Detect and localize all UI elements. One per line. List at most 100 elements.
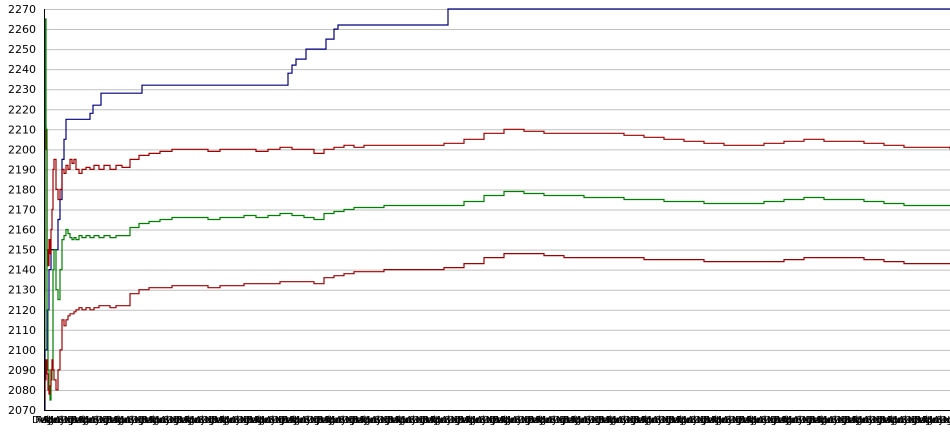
x-tick-label: Aug: [160, 415, 180, 426]
x-tick-label: Feb: [211, 415, 229, 426]
x-tick-label: Aug: [757, 415, 777, 426]
x-tick-label: Nov: [662, 415, 682, 426]
x-tick-label: Apr: [674, 415, 692, 426]
x-tick-label: Apr: [217, 415, 235, 426]
x-tick-label: Apr: [920, 415, 938, 426]
x-tick-label: Nov: [837, 415, 857, 426]
x-tick-label: Sep: [796, 415, 815, 426]
x-tick-label: Apr: [815, 415, 833, 426]
x-tick-label: Mar: [566, 415, 586, 426]
x-tick-label: Apr: [77, 415, 95, 426]
x-tick-label: Mar: [741, 415, 761, 426]
x-tick-label: Jun: [926, 415, 943, 426]
x-tick-label: Aug: [722, 415, 742, 426]
x-tick-label: Apr: [885, 415, 903, 426]
x-tick-label: Mar: [531, 415, 551, 426]
x-tick-label: Jun: [750, 415, 767, 426]
x-tick-label: Dec: [630, 415, 649, 426]
x-tick-label: May: [783, 415, 804, 426]
x-tick-label: Jul: [402, 415, 415, 426]
x-tick-label: Jul: [894, 415, 907, 426]
x-tick-label: Jul: [613, 415, 626, 426]
x-tick-label: Feb: [703, 415, 721, 426]
x-tick-label: Sep: [831, 415, 850, 426]
x-tick-label: Mar: [882, 415, 902, 426]
x-tick-label: Nov: [345, 415, 365, 426]
x-tick-label: Jun: [609, 415, 626, 426]
x-tick-label: Dec: [32, 415, 51, 426]
x-tick-label: Dec: [208, 415, 227, 426]
x-tick-label: Nov: [380, 415, 400, 426]
x-tick-label: Sep: [515, 415, 534, 426]
x-tick-label: Nov: [767, 415, 787, 426]
x-tick-label: May: [537, 415, 558, 426]
x-tick-label: Nov: [872, 415, 892, 426]
x-tick-label: Oct: [201, 415, 218, 426]
x-tick-label: Sep: [585, 415, 604, 426]
y-tick-label: 2240: [8, 63, 36, 76]
x-tick-label: Feb: [352, 415, 370, 426]
x-tick-label: Aug: [336, 415, 356, 426]
x-tick-label: Mar: [706, 415, 726, 426]
x-tick-label: Nov: [99, 415, 119, 426]
x-tick-label: Jun: [820, 415, 837, 426]
x-tick-label: Jul: [507, 415, 520, 426]
x-tick-label: May: [326, 415, 347, 426]
x-tick-label: Oct: [96, 415, 113, 426]
x-tick-label: Jun: [152, 415, 169, 426]
x-tick-label: Feb: [879, 415, 897, 426]
x-tick-label: Nov: [134, 415, 154, 426]
x-tick-label: Sep: [163, 415, 182, 426]
x-tick-label: Mar: [495, 415, 515, 426]
x-tick-label: Mar: [812, 415, 832, 426]
x-tick-label: Jul: [753, 415, 766, 426]
x-tick-label: Nov: [943, 415, 950, 426]
x-tick-label: Mar: [777, 415, 797, 426]
x-tick-label: Mar: [671, 415, 691, 426]
x-tick-label: Dec: [102, 415, 121, 426]
x-tick-label: Sep: [268, 415, 287, 426]
x-tick-label: Oct: [764, 415, 781, 426]
x-tick-label: Aug: [652, 415, 672, 426]
x-tick-label: Sep: [304, 415, 323, 426]
x-tick-label: Jul: [859, 415, 872, 426]
x-tick-label: May: [502, 415, 523, 426]
x-tick-label: Jun: [434, 415, 451, 426]
x-tick-label: Feb: [141, 415, 159, 426]
x-tick-label: Oct: [834, 415, 851, 426]
x-tick-label: Feb: [562, 415, 580, 426]
x-tick-label: Feb: [457, 415, 475, 426]
x-tick-label: Jul: [437, 415, 450, 426]
x-tick-label: Apr: [534, 415, 552, 426]
x-tick-label: May: [361, 415, 382, 426]
x-tick-label: May: [221, 415, 242, 426]
x-tick-label: Jun: [539, 415, 556, 426]
x-tick-label: Dec: [876, 415, 895, 426]
x-tick-label: Oct: [307, 415, 324, 426]
x-tick-label: Jun: [574, 415, 591, 426]
y-tick-label: 2190: [8, 163, 36, 176]
x-tick-label: Jul: [472, 415, 485, 426]
y-tick-label: 2090: [8, 364, 36, 377]
y-tick-label: 2200: [8, 143, 36, 156]
x-tick-label: May: [607, 415, 628, 426]
x-tick-label: Aug: [441, 415, 461, 426]
x-tick-label: May: [150, 415, 171, 426]
x-tick-label: Jun: [891, 415, 908, 426]
y-tick-label: 2100: [8, 344, 36, 357]
x-tick-label: Mar: [601, 415, 621, 426]
x-tick-label: Dec: [840, 415, 859, 426]
gridlines: [44, 9, 950, 411]
x-tick-label: Mar: [249, 415, 269, 426]
x-tick-label: May: [677, 415, 698, 426]
x-tick-label: Jul: [718, 415, 731, 426]
x-tick-label: Oct: [61, 415, 78, 426]
x-tick-label: Dec: [313, 415, 332, 426]
x-tick-label: Mar: [144, 415, 164, 426]
x-tick-label: Aug: [617, 415, 637, 426]
x-tick-label: May: [642, 415, 663, 426]
x-tick-label: Apr: [639, 415, 657, 426]
x-tick-label: Feb: [809, 415, 827, 426]
x-tick-label: Mar: [636, 415, 656, 426]
x-tick-label: Nov: [591, 415, 611, 426]
